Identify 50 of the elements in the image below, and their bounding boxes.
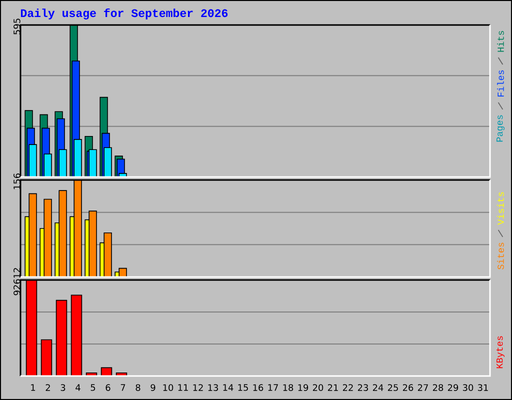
- x-tick-label: 4: [76, 384, 80, 391]
- y-tick-label: 595: [14, 18, 20, 34]
- x-tick-label: 2: [46, 384, 50, 391]
- y-tick-label: 92612: [14, 268, 20, 296]
- chart-title: Daily usage for September 2026: [20, 8, 228, 20]
- x-tick-label: 28: [432, 384, 444, 391]
- x-tick-label: 11: [178, 384, 188, 391]
- x-tick-label: 24: [372, 384, 384, 391]
- x-tick-label: 18: [283, 384, 294, 391]
- x-tick-label: 17: [268, 384, 278, 391]
- x-tick-label: 6: [106, 384, 110, 391]
- x-tick-label: 25: [388, 384, 398, 391]
- bar: [118, 268, 127, 278]
- x-tick-label: 20: [312, 384, 324, 391]
- x-tick-label: 3: [60, 384, 66, 391]
- text: Pages: [496, 115, 505, 142]
- x-tick-label: 12: [193, 384, 203, 391]
- x-tick-label: 19: [298, 384, 308, 391]
- text: Hits: [497, 30, 504, 52]
- x-tick-label: 21: [328, 384, 338, 391]
- x-tick-label: 26: [402, 384, 414, 391]
- x-tick-label: 10: [163, 384, 174, 391]
- x-tick-label: 7: [120, 384, 126, 391]
- text: Visits: [497, 192, 504, 225]
- x-tick-label: 8: [136, 384, 140, 391]
- x-tick-label: 9: [150, 384, 156, 391]
- x-tick-label: 15: [238, 384, 248, 391]
- bar: [88, 210, 97, 278]
- y-tick-label: 156: [14, 174, 20, 190]
- x-tick-label: 31: [478, 384, 488, 391]
- bar: [40, 339, 52, 376]
- bar: [44, 198, 52, 278]
- x-tick-label: 29: [448, 384, 458, 391]
- x-tick-label: 27: [418, 384, 428, 391]
- x-tick-label: 13: [208, 384, 218, 391]
- x-tick-label: 1: [31, 384, 36, 391]
- bar: [70, 294, 82, 376]
- x-tick-label: 5: [90, 384, 96, 391]
- x-tick-label: 14: [223, 384, 234, 391]
- bar: [28, 193, 37, 278]
- x-tick-label: 23: [358, 384, 368, 391]
- bar: [58, 190, 67, 278]
- x-tick-label: 16: [253, 384, 264, 391]
- text: Sites: [497, 242, 504, 270]
- bar: [104, 232, 112, 278]
- text: Files: [497, 70, 504, 96]
- bar: [56, 300, 68, 376]
- x-tick-label: 22: [342, 384, 353, 391]
- text: KBytes: [496, 336, 505, 368]
- x-tick-label: 30: [462, 384, 474, 391]
